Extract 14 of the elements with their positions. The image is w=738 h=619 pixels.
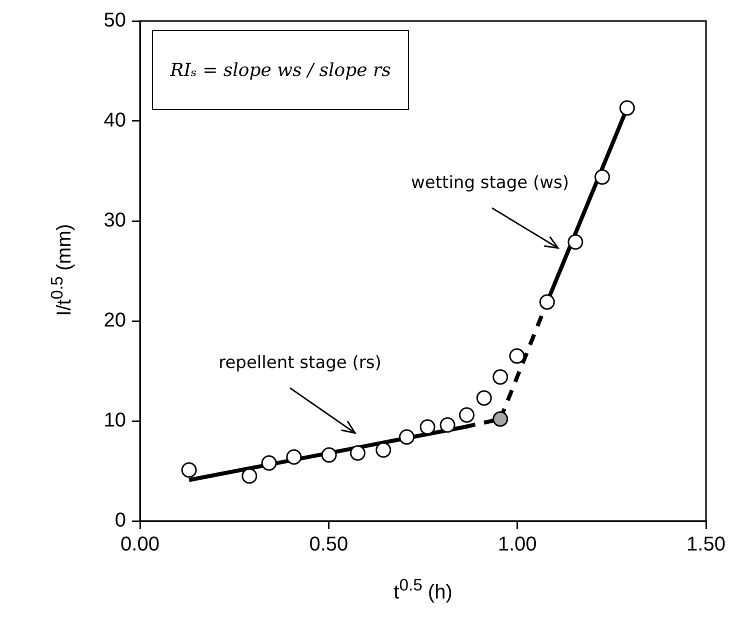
x-tick-label: 1.00 bbox=[498, 534, 537, 556]
y-tick-label: 20 bbox=[104, 310, 126, 332]
x-tick-label: 0.00 bbox=[120, 534, 160, 556]
annotation: RIₛ = slope ws / slope rs bbox=[152, 30, 409, 110]
y-tick-label: 50 bbox=[104, 10, 126, 32]
y-tick-label: 40 bbox=[104, 110, 126, 132]
x-tick-label: 0.50 bbox=[309, 534, 348, 556]
y-tick-label: 10 bbox=[104, 410, 126, 432]
y-tick-label: 0 bbox=[114, 510, 126, 532]
x-tick-label: 1.50 bbox=[686, 534, 726, 556]
x-axis-title: t$^{0.5}$ (h) bbox=[394, 576, 452, 604]
y-tick-label: 30 bbox=[104, 210, 126, 232]
annotation: wetting stage (ws) bbox=[410, 173, 570, 193]
annotation: repellent stage (rs) bbox=[218, 353, 382, 373]
